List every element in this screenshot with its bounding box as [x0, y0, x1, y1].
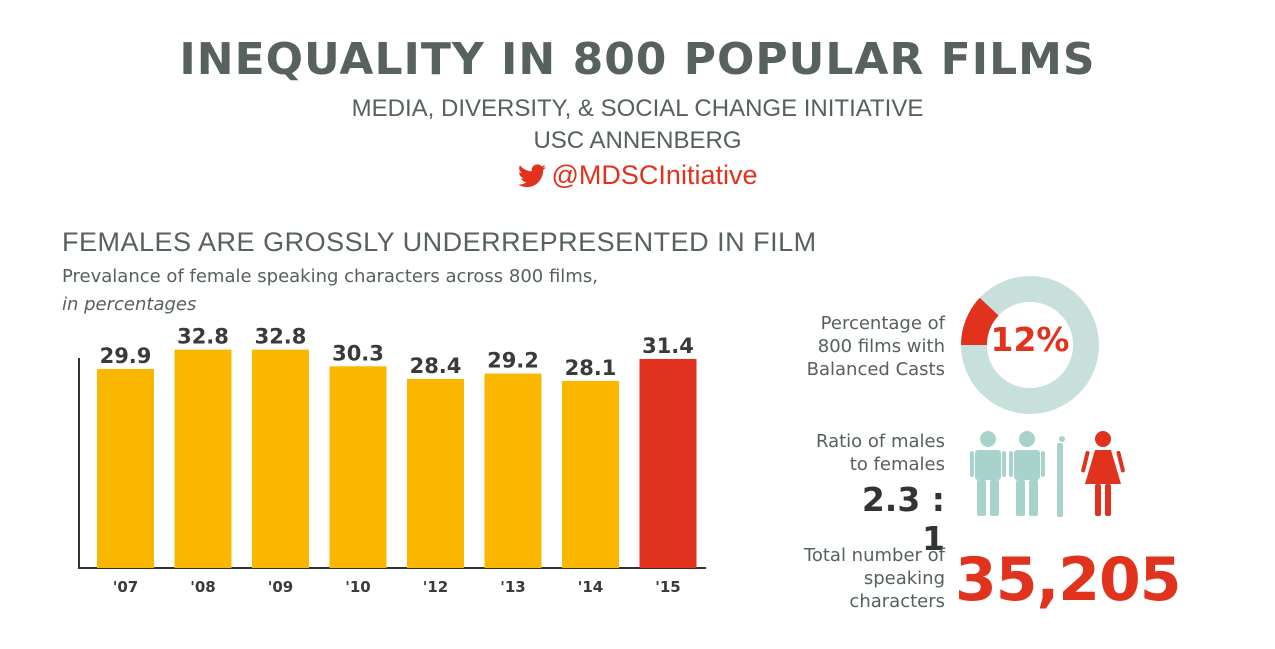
x-tick-label: '08 [190, 578, 215, 596]
bar-value-label: 32.8 [255, 325, 307, 349]
female-figure-icon [1081, 431, 1125, 516]
x-tick-label: '07 [113, 578, 138, 596]
balanced-casts-value: 12% [990, 320, 1070, 359]
balanced-cast-donut [961, 276, 1099, 414]
bar-value-label: 30.3 [332, 341, 384, 365]
bar-6 [562, 380, 619, 568]
bar-4 [407, 378, 464, 568]
bar-7 [639, 358, 697, 568]
bar-5 [484, 373, 542, 568]
bar-value-label: 28.1 [565, 356, 617, 380]
twitter-bird-icon [517, 164, 546, 188]
x-tick-label: '13 [500, 578, 525, 596]
x-tick-label: '10 [345, 578, 370, 596]
page-title: INEQUALITY IN 800 POPULAR FILMS [179, 34, 1096, 85]
bar-value-label: 28.4 [410, 354, 462, 378]
twitter-handle: @MDSCInitiative [551, 160, 758, 190]
bar-value-label: 31.4 [642, 334, 694, 358]
chart-title: Prevalance of female speaking characters… [62, 266, 598, 287]
ratio-value: 2.3 : 1 [861, 480, 945, 558]
x-tick-label: '12 [423, 578, 448, 596]
donut-highlight-slice [961, 297, 1000, 346]
ratio-label: Ratio of males to females [815, 431, 945, 475]
partial-male-figure-icon [1057, 436, 1065, 517]
institution-name: USC ANNENBERG [533, 127, 742, 154]
bar-value-label: 29.9 [100, 344, 152, 368]
ratio-figures [970, 431, 1125, 517]
x-tick-label: '15 [655, 578, 680, 596]
section-title: FEMALES ARE GROSSLY UNDERREPRESENTED IN … [62, 227, 817, 257]
x-tick-label: '09 [268, 578, 293, 596]
x-tick-label: '14 [578, 578, 603, 596]
total-characters-label: Total number of speaking characters [803, 545, 945, 612]
bar-value-label: 32.8 [177, 325, 229, 349]
organization-name: MEDIA, DIVERSITY, & SOCIAL CHANGE INITIA… [351, 95, 924, 122]
total-characters-value: 35,205 [955, 545, 1182, 615]
bar-2 [252, 349, 309, 568]
donut-center [987, 302, 1073, 388]
chart-unit-note: in percentages [62, 294, 197, 315]
male-figure-icon [970, 431, 1006, 516]
twitter-link[interactable]: @MDSCInitiative [0, 160, 1275, 191]
bar-3 [329, 366, 387, 568]
bar-1 [174, 349, 232, 568]
male-figure-icon [1009, 431, 1045, 516]
bar-0 [97, 368, 154, 568]
balanced-casts-label: Percentage of 800 films with Balanced Ca… [806, 313, 945, 380]
bar-value-label: 29.2 [487, 349, 539, 373]
